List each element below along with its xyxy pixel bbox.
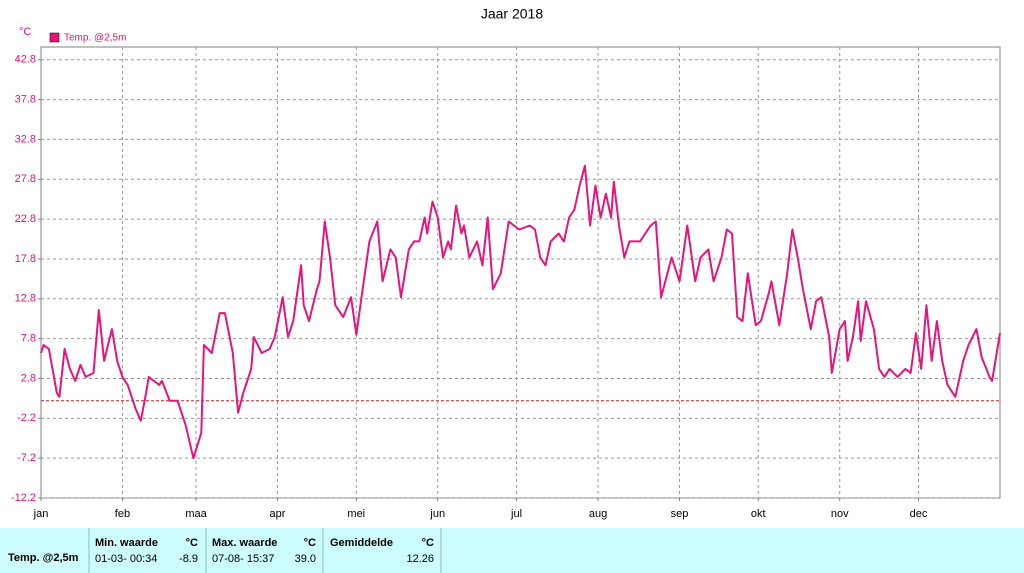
x-tick-label: sep (671, 508, 689, 520)
x-tick-label: jan (33, 508, 49, 520)
max-label: Max. waarde (212, 537, 277, 549)
x-tick-label: dec (910, 508, 928, 520)
mean-label: Gemiddelde (330, 537, 393, 549)
y-tick-label: 42.8 (15, 54, 36, 66)
data-line (40, 164, 1001, 460)
y-tick-label: 37.8 (15, 93, 36, 105)
y-tick-label: 17.8 (15, 253, 36, 265)
summary-panel (0, 528, 1024, 573)
y-tick-label: 12.8 (15, 293, 36, 305)
x-tick-label: okt (751, 508, 766, 520)
min-value: -8.9 (179, 553, 198, 565)
x-tick-label: maa (185, 508, 207, 520)
y-tick-label: -2.2 (17, 412, 36, 424)
row-label: Temp. @2,5m (8, 552, 79, 564)
min-time: 01-03- 00:34 (95, 553, 157, 565)
legend-swatch (49, 32, 60, 43)
min-label: Min. waarde (95, 537, 158, 549)
x-tick-label: aug (589, 508, 607, 520)
x-tick-label: jul (510, 508, 522, 520)
y-tick-label: -12.2 (11, 492, 36, 504)
min-unit: °C (186, 537, 198, 549)
y-tick-label: 2.8 (21, 372, 36, 384)
legend-label: Temp. @2,5m (64, 33, 126, 44)
x-tick-label: feb (115, 508, 130, 520)
mean-unit: °C (422, 537, 434, 549)
max-value: 39.0 (295, 553, 316, 565)
plot-area (40, 46, 1001, 499)
x-tick-label: apr (270, 508, 286, 520)
max-unit: °C (304, 537, 316, 549)
y-tick-label: 32.8 (15, 133, 36, 145)
x-tick-label: nov (831, 508, 849, 520)
y-tick-label: -7.2 (17, 452, 36, 464)
x-tick-label: jun (429, 508, 445, 520)
y-tick-label: 22.8 (15, 213, 36, 225)
y-tick-label: 7.8 (21, 333, 36, 345)
mean-value: 12.26 (406, 553, 434, 565)
y-unit: °C (19, 26, 31, 38)
y-tick-label: 27.8 (15, 173, 36, 185)
chart-title: Jaar 2018 (481, 6, 543, 22)
x-tick-label: mei (347, 508, 365, 520)
max-time: 07-08- 15:37 (212, 553, 274, 565)
